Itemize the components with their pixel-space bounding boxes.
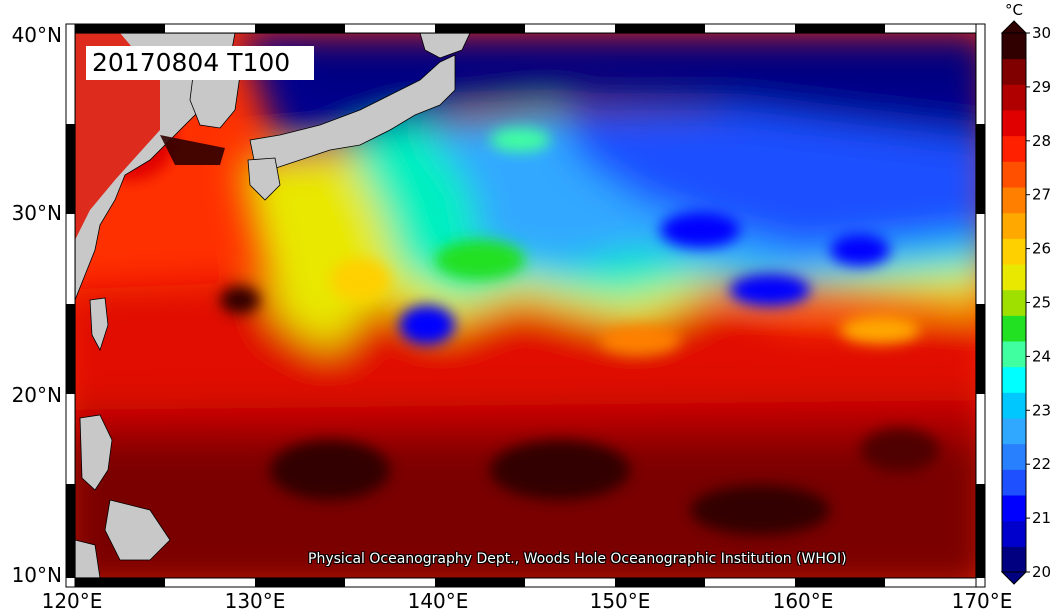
lon-label-160: 160°E — [773, 589, 834, 610]
lon-label-120: 120°E — [42, 589, 103, 610]
degree-border — [65, 23, 986, 588]
colorbar-max-arrow — [1000, 20, 1028, 34]
colorbar-tick-label: 26 — [1032, 240, 1051, 258]
colorbar-swatch — [1002, 495, 1026, 522]
colorbar-swatch — [1002, 238, 1026, 265]
colorbar-tick-label: 29 — [1032, 78, 1051, 96]
lon-axis: 120°E 130°E 140°E 150°E 160°E 170°E — [42, 589, 1013, 610]
credit-text: Physical Oceanography Dept., Woods Hole … — [308, 551, 847, 567]
colorbar-swatch — [1002, 264, 1026, 291]
colorbar-tick-label: 22 — [1032, 455, 1051, 473]
date-stamp: 20170804 T100 — [92, 48, 291, 77]
colorbar-tick-label: 20 — [1032, 563, 1051, 581]
colorbar-tick-label: 30 — [1032, 24, 1051, 42]
lat-label-20: 20°N — [12, 383, 62, 407]
colorbar-tick-label: 27 — [1032, 186, 1051, 204]
colorbar-swatch — [1002, 33, 1026, 60]
colorbar-swatch — [1002, 469, 1026, 496]
lon-label-140: 140°E — [408, 589, 469, 610]
colorbar-swatch — [1002, 135, 1026, 162]
colorbar-labels: 20 21 22 23 24 25 26 27 28 29 30 — [1026, 24, 1051, 581]
colorbar-swatch — [1002, 110, 1026, 137]
lon-label-150: 150°E — [590, 589, 651, 610]
colorbar-swatch — [1002, 289, 1026, 316]
colorbar-swatch — [1002, 443, 1026, 470]
colorbar-swatch — [1002, 520, 1026, 547]
colorbar-swatch — [1002, 546, 1026, 573]
lat-label-40: 40°N — [12, 23, 62, 47]
colorbar-swatch — [1002, 315, 1026, 342]
lon-label-130: 130°E — [225, 589, 286, 610]
colorbar-swatch — [1002, 392, 1026, 419]
colorbar-tick-label: 24 — [1032, 347, 1051, 365]
colorbar-swatch — [1002, 187, 1026, 214]
lat-label-10: 10°N — [12, 563, 62, 587]
colorbar-swatch — [1002, 212, 1026, 239]
lat-label-30: 30°N — [12, 201, 62, 225]
colorbar-tick-label: 25 — [1032, 294, 1051, 312]
colorbar: °C 20 21 22 23 24 25 26 27 28 29 30 — [1000, 1, 1051, 585]
colorbar-swatch — [1002, 366, 1026, 393]
colorbar-swatch — [1002, 161, 1026, 188]
colorbar-min-arrow — [1000, 571, 1028, 585]
colorbar-tick-label: 23 — [1032, 401, 1051, 419]
colorbar-swatch — [1002, 58, 1026, 85]
colorbar-swatch — [1002, 341, 1026, 368]
colorbar-swatch — [1002, 418, 1026, 445]
date-stamp-box — [86, 46, 314, 80]
sst-field — [75, 33, 976, 578]
colorbar-swatches — [1000, 20, 1028, 585]
lon-label-170: 170°E — [952, 589, 1013, 610]
colorbar-unit: °C — [1005, 1, 1023, 19]
lat-axis: 40°N 30°N 20°N 10°N — [12, 23, 62, 587]
colorbar-tick-label: 28 — [1032, 132, 1051, 150]
colorbar-swatch — [1002, 84, 1026, 111]
colorbar-tick-label: 21 — [1032, 509, 1051, 527]
